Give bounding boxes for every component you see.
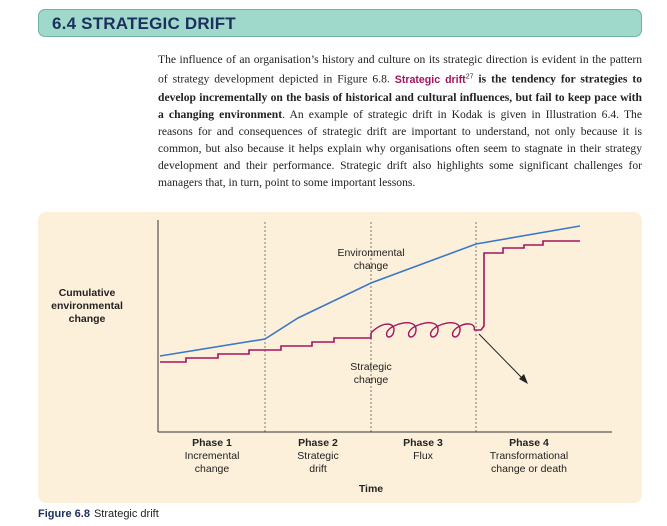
strategic-change-line — [160, 333, 372, 363]
term-strategic-drift: Strategic drift27 — [394, 73, 474, 86]
phase-1-desc-2: change — [195, 463, 230, 475]
phase-2-desc-2: drift — [309, 463, 327, 475]
figure-panel: Cumulative environmental change Environm… — [38, 212, 642, 503]
phase-3-desc-1: Flux — [413, 450, 434, 462]
phase-3-name: Phase 3 — [403, 437, 443, 449]
definition-text: is the tendency for strategies to develo… — [158, 72, 642, 121]
phase-dividers — [264, 222, 477, 432]
phase-1-desc-1: Incremental — [185, 450, 240, 462]
axes — [157, 220, 612, 433]
env-label-2: change — [354, 260, 389, 272]
figure-caption-text: Strategic drift — [93, 508, 159, 520]
body-text-part2: . An example of strategic drift in Kodak… — [158, 107, 642, 190]
body-text-part1: The influence of an organisation’s histo… — [158, 53, 642, 86]
y-axis-label-3: change — [69, 313, 106, 325]
transformational-change-line — [474, 240, 580, 331]
phase-1-name: Phase 1 — [192, 437, 232, 449]
strategic-drift-diagram: Cumulative environmental change Environm… — [51, 220, 612, 495]
figure-number: Figure 6.8 — [38, 508, 90, 520]
section-title: 6.4 STRATEGIC DRIFT — [52, 14, 236, 33]
phase-4-desc-1: Transformational — [490, 450, 568, 462]
x-axis-label: Time — [359, 483, 383, 495]
strat-label-2: change — [354, 374, 389, 386]
section-header: 6.4 STRATEGIC DRIFT — [38, 9, 642, 37]
phase-4-desc-2: change or death — [491, 463, 567, 475]
decline-arrowhead — [519, 374, 528, 384]
y-axis-label-2: environmental — [51, 300, 123, 312]
body-paragraph: The influence of an organisation’s histo… — [158, 51, 642, 191]
phase-4-name: Phase 4 — [509, 437, 549, 449]
phase-2-desc-1: Strategic — [297, 450, 338, 462]
strat-label-1: Strategic — [350, 361, 391, 373]
term-label: Strategic drift — [394, 73, 466, 86]
env-label-1: Environmental — [337, 247, 404, 259]
figure-caption: Figure 6.8 Strategic drift — [38, 508, 159, 520]
footnote-ref[interactable]: 27 — [465, 73, 474, 81]
environmental-change-line — [159, 225, 581, 357]
decline-arrow-line — [478, 333, 525, 381]
phase-2-name: Phase 2 — [298, 437, 338, 449]
y-axis-label-1: Cumulative — [59, 287, 116, 299]
strategic-flux-loops — [370, 322, 475, 338]
